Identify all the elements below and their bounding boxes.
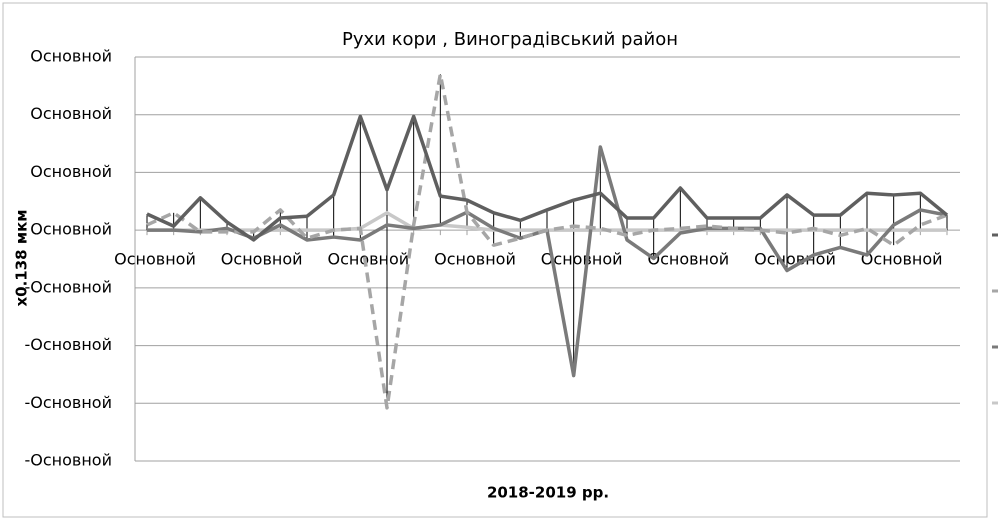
- x-tick-label: Основной: [221, 250, 303, 269]
- y-tick-label: Основной: [30, 47, 112, 66]
- y-tick-label: -Основной: [25, 451, 113, 470]
- series-line: [146, 72, 948, 410]
- chart-title: Рухи кори , Виноградівський район: [342, 29, 678, 50]
- x-tick-label: Основной: [434, 250, 516, 269]
- x-tick-label: Основной: [541, 250, 623, 269]
- y-tick-label: -Основной: [25, 335, 113, 354]
- x-tick-label: Основной: [647, 250, 729, 269]
- y-axis-title: x0.138 мкм: [13, 209, 31, 306]
- chart-border: [2, 2, 988, 518]
- series-line: [146, 114, 949, 242]
- y-tick-label: Основной: [30, 220, 112, 239]
- y-tick-label: Основной: [30, 162, 112, 181]
- x-axis-title: 2018-2019 рр.: [487, 484, 609, 502]
- y-tick-label: -Основной: [25, 393, 113, 412]
- y-tick-label: Основной: [30, 104, 112, 123]
- x-tick-label: Основной: [327, 250, 409, 269]
- x-tick-label: Основной: [861, 250, 943, 269]
- x-tick-label: Основной: [114, 250, 196, 269]
- y-tick-label: -Основной: [25, 277, 113, 296]
